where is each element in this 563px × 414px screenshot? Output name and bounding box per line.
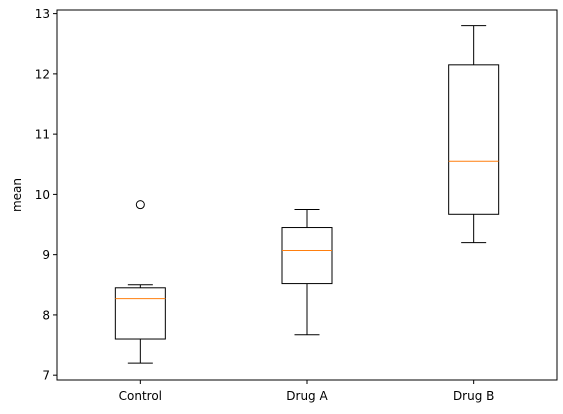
plot-frame bbox=[56, 9, 558, 381]
y-tick-label: 12 bbox=[35, 67, 50, 81]
box-3 bbox=[448, 25, 500, 244]
y-axis-title: mean bbox=[10, 178, 24, 212]
y-tick-label: 13 bbox=[35, 7, 50, 21]
y-tick-label: 9 bbox=[42, 248, 50, 262]
x-tick-label: Drug B bbox=[453, 389, 494, 403]
box-2 bbox=[281, 208, 333, 336]
y-tick-label: 7 bbox=[42, 369, 50, 383]
y-tick-label: 11 bbox=[35, 128, 50, 142]
iqr-box bbox=[281, 227, 333, 285]
box-1 bbox=[114, 200, 166, 364]
x-axis: Control Drug A Drug B bbox=[119, 380, 494, 403]
y-tick-label: 8 bbox=[42, 308, 50, 322]
box-series bbox=[114, 25, 500, 364]
iqr-box bbox=[448, 64, 500, 215]
y-tick-label: 10 bbox=[35, 188, 50, 202]
y-axis: 7 8 9 10 11 12 13 bbox=[35, 7, 57, 383]
x-tick-label: Control bbox=[119, 389, 162, 403]
outlier-point bbox=[135, 200, 145, 210]
x-tick-label: Drug A bbox=[286, 389, 328, 403]
iqr-box bbox=[114, 287, 166, 340]
